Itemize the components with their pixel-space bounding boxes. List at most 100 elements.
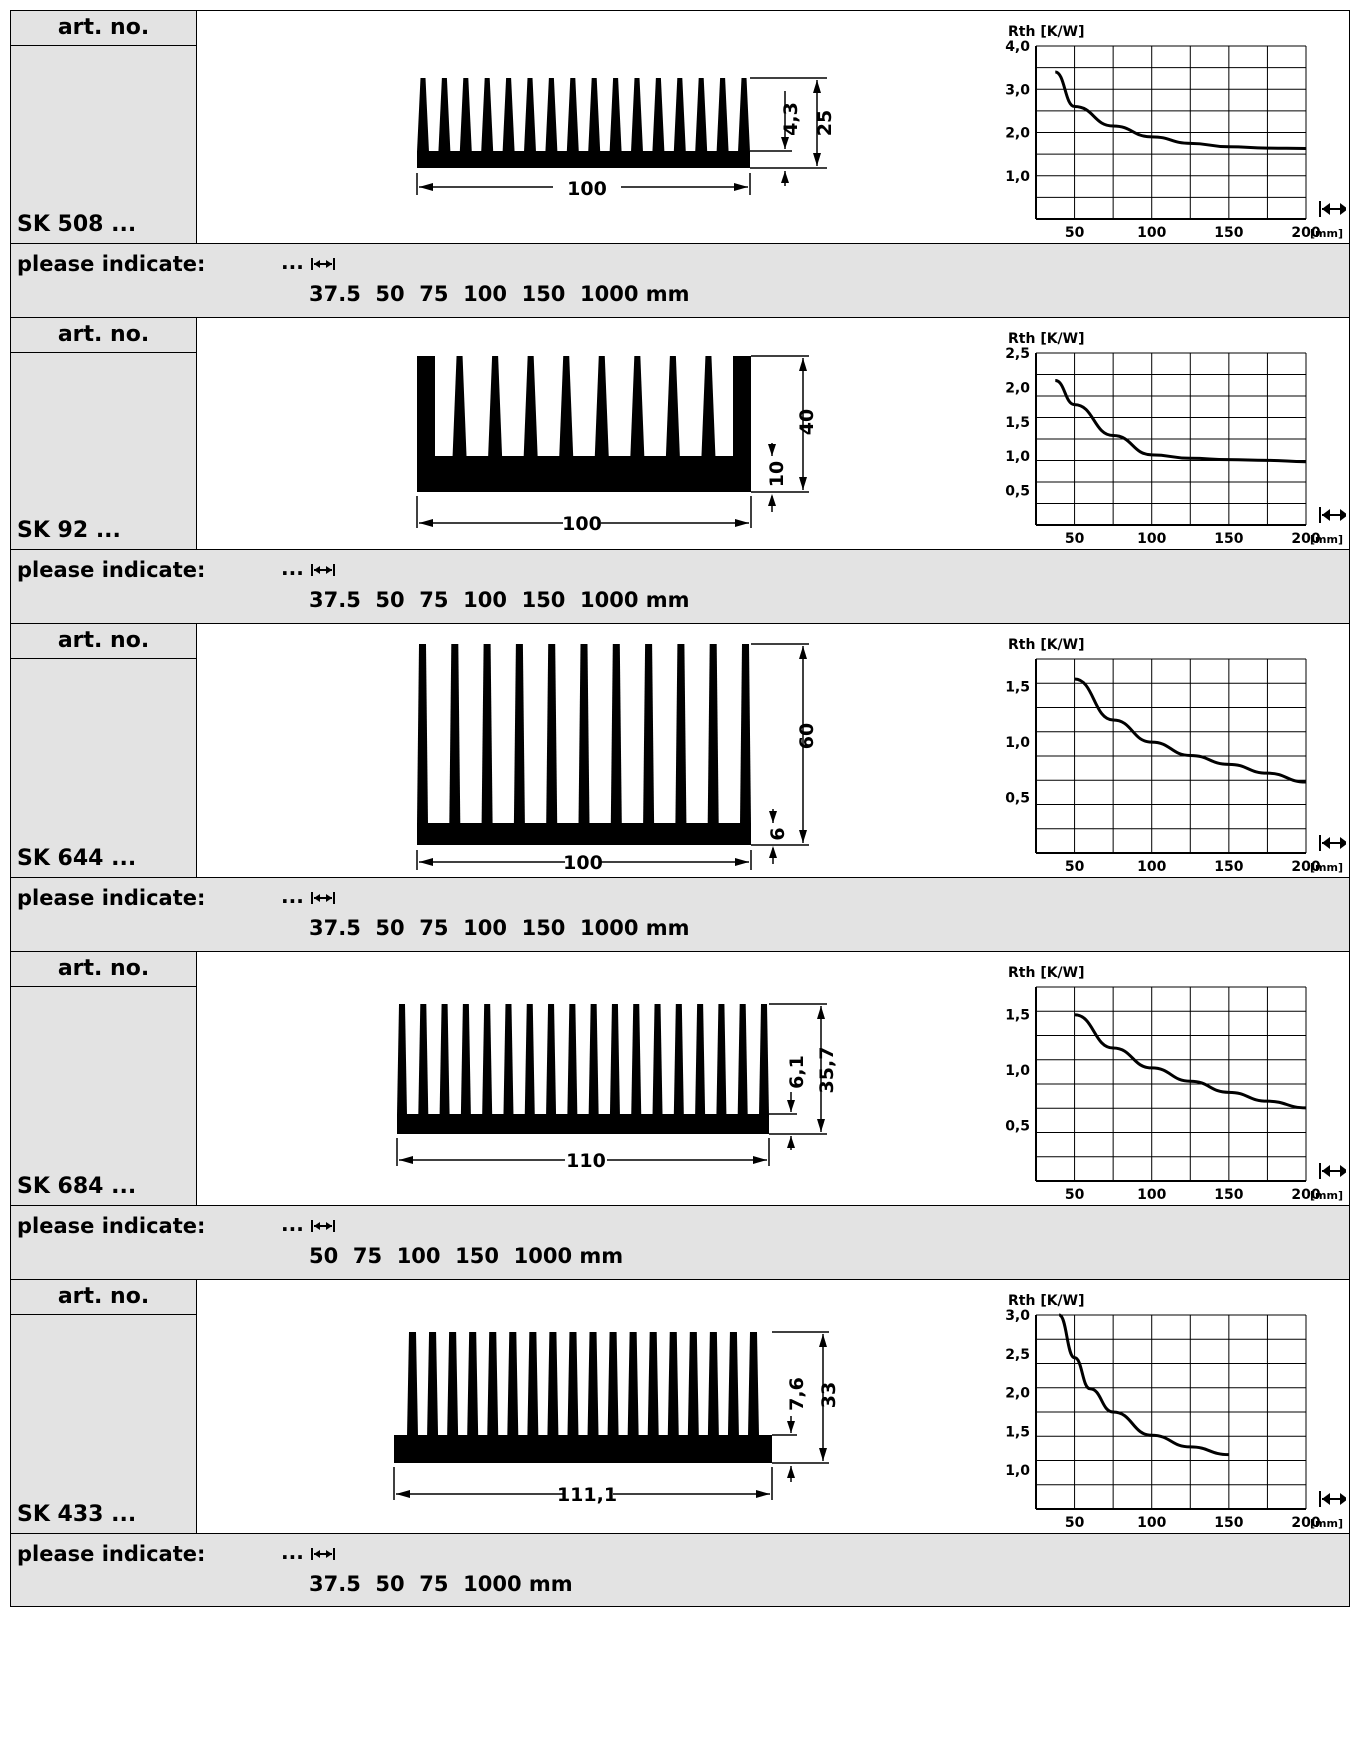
heatsink-fin xyxy=(407,1332,418,1436)
dim-width: 100 xyxy=(563,852,603,874)
product-row: art. no. SK 644 ... 100 60 6 Rth [ xyxy=(10,623,1350,877)
heatsink-fin xyxy=(567,1004,578,1115)
heatsink-fin xyxy=(707,1332,719,1436)
x-tick-label: 100 xyxy=(1137,859,1166,875)
x-tick-label: 50 xyxy=(1065,1187,1085,1203)
heatsink-fin xyxy=(701,356,716,457)
heatsink-fin xyxy=(695,1004,706,1115)
rth-chart: Rth [K/W] 0,5 1,0 1,5 2,0 2,5 50 100 150 200[mm] xyxy=(1005,331,1346,547)
heatsink-fin xyxy=(559,356,574,457)
product-label-column: art. no. SK 433 ... xyxy=(11,1280,197,1533)
please-indicate-label: please indicate: xyxy=(17,1542,206,1566)
rth-chart: Rth [K/W] 0,5 1,0 1,5 50 100 150 200[mm] xyxy=(1005,637,1346,875)
y-tick-label: 1,0 xyxy=(1005,735,1030,751)
dim-width: 111,1 xyxy=(557,1484,617,1506)
dim-width: 100 xyxy=(567,178,607,200)
heatsink-fin xyxy=(527,1332,539,1436)
available-lengths: 37.5 50 75 100 150 1000 mm xyxy=(309,916,690,940)
available-lengths: 37.5 50 75 100 150 1000 mm xyxy=(309,282,690,306)
rth-curve xyxy=(1074,1013,1307,1110)
heatsink-fin xyxy=(482,1004,493,1115)
available-lengths: 50 75 100 150 1000 mm xyxy=(309,1244,624,1268)
heatsink-fin xyxy=(759,1004,769,1115)
y-tick-label: 0,5 xyxy=(1005,791,1030,807)
dimension-arrows xyxy=(419,646,807,866)
y-tick-label: 2,5 xyxy=(1005,346,1030,362)
heatsink-fin xyxy=(524,1004,535,1115)
art-no-header: art. no. xyxy=(11,11,196,46)
dim-height: 60 xyxy=(796,723,818,749)
heatsink-fin xyxy=(733,356,751,456)
heatsink-fin xyxy=(449,644,461,824)
heatsink-fin xyxy=(502,78,515,152)
heatsink-fin xyxy=(652,78,665,152)
product-code: SK 644 ... xyxy=(17,846,137,871)
heatsink-fin xyxy=(467,1332,479,1436)
heatsink-fin xyxy=(594,356,609,457)
x-tick-label: 200 xyxy=(1291,1187,1320,1203)
heatsink-fin xyxy=(417,78,429,152)
x-tick-label: 150 xyxy=(1214,1515,1243,1531)
art-no-header: art. no. xyxy=(11,1280,196,1315)
heatsink-fin xyxy=(588,1004,599,1115)
heatsink-fin xyxy=(643,644,655,824)
dim-height: 40 xyxy=(796,409,818,435)
y-tick-label: 1,0 xyxy=(1005,449,1030,465)
rth-chart: Rth [K/W] 1,0 1,5 2,0 2,5 3,0 50 100 150 200[mm] xyxy=(1005,1293,1346,1531)
dim-width: 100 xyxy=(562,513,602,535)
y-tick-label: 2,0 xyxy=(1005,1386,1030,1402)
x-tick-label: 100 xyxy=(1137,531,1166,547)
heatsink-fin xyxy=(665,356,680,457)
profile-fins xyxy=(394,1332,772,1463)
length-arrow-icon xyxy=(1319,1491,1346,1507)
dots: ... xyxy=(281,1212,304,1236)
dim-base: 7,6 xyxy=(786,1377,808,1411)
y-tick-label: 1,5 xyxy=(1005,680,1030,696)
dim-height: 35,7 xyxy=(816,1047,838,1094)
heatsink-fin xyxy=(524,78,536,152)
x-axis-unit: [mm] xyxy=(1310,1189,1343,1202)
please-indicate-row: please indicate: ... 50 75 100 150 1000 … xyxy=(10,1205,1350,1279)
product-row: art. no. SK 433 ... 111,1 33 7,6 R xyxy=(10,1279,1350,1533)
heatsink-fin xyxy=(673,78,686,152)
heatsink-fin xyxy=(748,1332,759,1436)
heatsink-fin xyxy=(738,78,750,152)
x-axis-unit: [mm] xyxy=(1310,861,1343,874)
heatsink-fin xyxy=(647,1332,659,1436)
product-row: art. no. SK 508 ... 100 25 4,3 Rth xyxy=(10,10,1350,243)
y-tick-label: 1,0 xyxy=(1005,1463,1030,1479)
profile-fins xyxy=(417,644,751,845)
product-label-column: art. no. SK 684 ... xyxy=(11,952,197,1205)
available-lengths: 37.5 50 75 1000 mm xyxy=(309,1572,573,1596)
heatsink-fin xyxy=(418,1004,429,1115)
rth-chart: Rth [K/W] 1,0 2,0 3,0 4,0 50 100 150 200[mm] xyxy=(1005,24,1346,241)
x-tick-label: 150 xyxy=(1214,859,1243,875)
y-tick-label: 1,5 xyxy=(1005,1424,1030,1440)
x-tick-label: 50 xyxy=(1065,225,1085,241)
product-row: art. no. SK 684 ... 110 35,7 6,1 R xyxy=(10,951,1350,1205)
heatsink-profile-drawing: 100 60 6 xyxy=(416,643,818,874)
x-tick-label: 200 xyxy=(1291,1515,1320,1531)
profile-fins xyxy=(397,1004,769,1134)
heatsink-fin xyxy=(630,356,645,457)
heatsink-fin xyxy=(546,644,558,824)
product-code: SK 684 ... xyxy=(17,1174,137,1199)
heatsink-fin xyxy=(673,1004,684,1115)
y-tick-label: 3,0 xyxy=(1005,82,1030,98)
product-code: SK 92 ... xyxy=(17,518,121,543)
length-arrow-icon xyxy=(310,257,335,270)
dots: ... xyxy=(281,556,304,580)
length-selector: ... xyxy=(281,250,335,274)
dim-base: 6,1 xyxy=(786,1055,808,1089)
x-tick-label: 50 xyxy=(1065,531,1085,547)
heatsink-fin xyxy=(567,1332,579,1436)
heatsink-fin xyxy=(707,644,719,824)
heatsink-fin xyxy=(397,1004,407,1115)
art-no-header: art. no. xyxy=(11,952,196,987)
dimension-arrows xyxy=(419,80,821,191)
dots: ... xyxy=(281,250,304,274)
length-selector: ... xyxy=(281,556,335,580)
heatsink-fin xyxy=(687,1332,699,1436)
please-indicate-label: please indicate: xyxy=(17,252,206,276)
x-tick-label: 150 xyxy=(1214,1187,1243,1203)
